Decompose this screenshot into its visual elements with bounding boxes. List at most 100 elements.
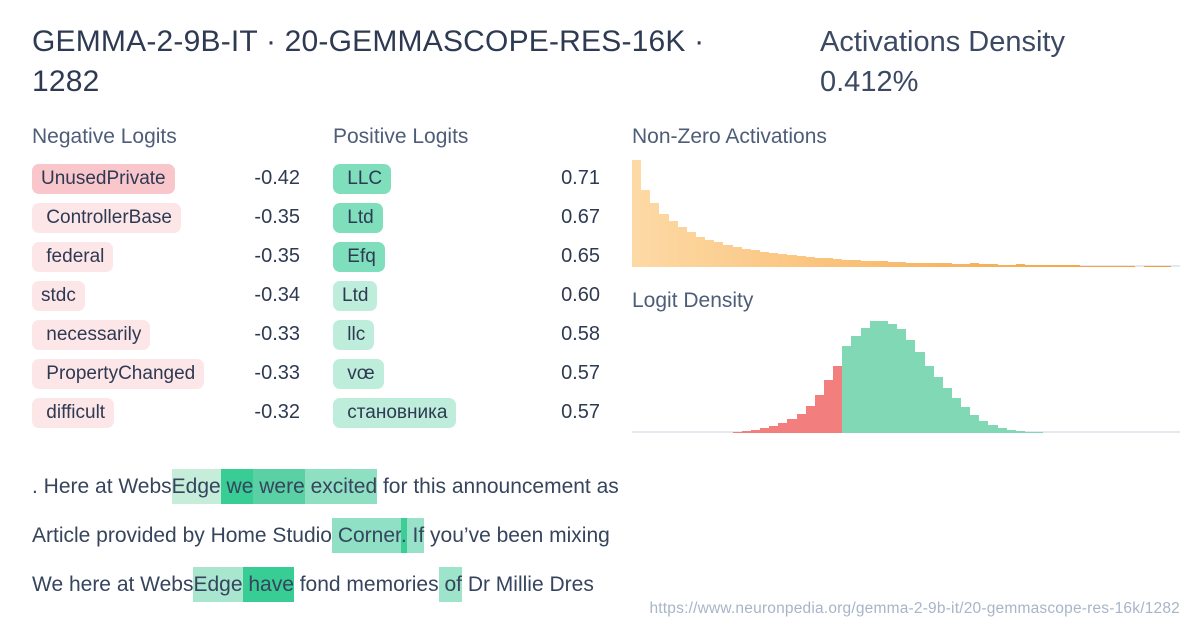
histogram-bar	[988, 425, 998, 433]
logit-value: -0.32	[254, 401, 300, 423]
activations-density-label: Activations Density 0.412%	[820, 26, 1065, 98]
logit-row: federal -0.35	[32, 237, 300, 276]
token-chip: становника	[333, 397, 457, 428]
token-chip: Ltd	[333, 202, 383, 233]
token-chip: vœ	[333, 358, 384, 389]
logit-histogram	[632, 321, 1180, 433]
logit-row: LLC 0.71	[333, 159, 600, 198]
histogram-bar	[787, 255, 797, 267]
activations-histogram-bars	[632, 160, 1180, 267]
token-chip: federal	[32, 241, 114, 272]
logit-row: stdc -0.34	[32, 276, 300, 315]
histogram-bar	[924, 263, 934, 267]
histogram-bar	[732, 247, 742, 267]
histogram-bar	[1061, 265, 1071, 267]
logit-value: -0.33	[254, 323, 300, 345]
histogram-bar	[887, 323, 898, 433]
histogram-bar	[915, 352, 925, 433]
logit-row: становника 0.57	[333, 393, 600, 432]
histogram-bar	[1006, 264, 1016, 267]
histogram-bar	[869, 261, 879, 267]
token-chip: llc	[333, 319, 375, 350]
histogram-bar	[1025, 431, 1035, 433]
logit-value: -0.33	[254, 362, 300, 384]
histogram-bar	[650, 202, 660, 267]
histogram-bar	[860, 260, 870, 267]
token-chip: Ltd	[333, 280, 378, 311]
histogram-bar	[887, 261, 898, 267]
histogram-bar	[659, 213, 669, 267]
sample-line: We here at WebsEdge have fond memories o…	[32, 560, 812, 609]
sample-token: . Here at Webs	[32, 475, 172, 498]
histogram-bar	[778, 254, 788, 267]
page-title: GEMMA-2-9B-IT · 20-GEMMASCOPE-RES-16K · …	[32, 25, 705, 98]
sample-token-highlighted: If	[406, 518, 425, 553]
token-chip: Efq	[333, 241, 385, 272]
histogram-bar	[1015, 430, 1026, 433]
histogram-bar	[897, 329, 907, 433]
histogram-bar	[1079, 265, 1090, 267]
histogram-bar	[1015, 264, 1026, 267]
sample-token-highlighted: Corner	[331, 518, 401, 553]
histogram-bar	[842, 345, 852, 433]
histogram-bar	[878, 261, 888, 267]
histogram-bar	[997, 427, 1007, 433]
logit-row: vœ 0.57	[333, 354, 600, 393]
histogram-bar	[778, 422, 788, 433]
neuronpedia-url[interactable]: https://www.neuronpedia.org/gemma-2-9b-i…	[649, 600, 1180, 617]
histogram-bar	[769, 253, 779, 267]
logit-row: Ltd 0.60	[333, 276, 600, 315]
token-chip: necessarily	[32, 319, 151, 350]
sample-token-highlighted: .	[400, 518, 407, 553]
header: GEMMA-2-9B-IT · 20-GEMMASCOPE-RES-16K · …	[32, 22, 1180, 102]
activations-histogram	[632, 160, 1180, 267]
logit-row: Ltd 0.67	[333, 198, 600, 237]
histogram-bar	[1125, 265, 1135, 267]
histogram-bar	[942, 263, 952, 267]
histogram-bar	[942, 388, 952, 433]
histogram-bar	[979, 420, 989, 433]
histogram-bar	[1034, 432, 1044, 433]
sample-token-highlighted: have	[242, 567, 294, 602]
histogram-bar	[805, 256, 815, 267]
histogram-bar	[632, 160, 642, 267]
negative-logits-title: Negative Logits	[32, 125, 177, 148]
histogram-bar	[796, 413, 806, 433]
histogram-bar	[759, 427, 770, 433]
logit-value: -0.35	[254, 206, 300, 228]
token-chip: stdc	[32, 280, 85, 311]
histogram-bar	[860, 328, 870, 433]
histogram-bar	[979, 264, 989, 267]
histogram-bar	[851, 335, 861, 433]
histogram-bar	[1143, 265, 1154, 267]
histogram-bar	[915, 262, 925, 267]
positive-logits-section: Positive Logits LLC 0.71 Ltd 0.67 Efq 0.65 L…	[333, 125, 600, 432]
histogram-bar	[906, 340, 916, 433]
histogram-bar	[714, 242, 724, 267]
sample-token: you’ve been mixing	[424, 524, 610, 547]
histogram-bar	[695, 236, 706, 267]
sample-token: for this announcement as	[377, 475, 619, 498]
sample-token: Article provided by Home Studio	[32, 524, 332, 547]
histogram-bar	[641, 189, 651, 267]
histogram-bar	[759, 251, 770, 267]
histogram-bar	[723, 245, 733, 267]
histogram-bar	[750, 429, 760, 433]
histogram-bar	[970, 263, 980, 267]
token-chip: LLC	[333, 163, 392, 194]
logit-row: Efq 0.65	[333, 237, 600, 276]
histogram-bar	[1162, 265, 1172, 267]
sample-token-highlighted: we	[220, 469, 254, 504]
negative-logits-section: Negative Logits UnusedPrivate -0.42 Contr…	[32, 125, 300, 432]
histogram-bar	[924, 365, 934, 433]
histogram-bar	[787, 419, 797, 433]
histogram-bar	[961, 406, 971, 433]
histogram-bar	[1098, 265, 1108, 267]
sample-token-highlighted: Edge	[193, 567, 243, 602]
sample-token: Dr Millie Dres	[461, 573, 594, 596]
positive-logits-title: Positive Logits	[333, 125, 469, 148]
histogram-bar	[906, 262, 916, 267]
histogram-bar	[897, 262, 907, 267]
logit-row: necessarily -0.33	[32, 315, 300, 354]
